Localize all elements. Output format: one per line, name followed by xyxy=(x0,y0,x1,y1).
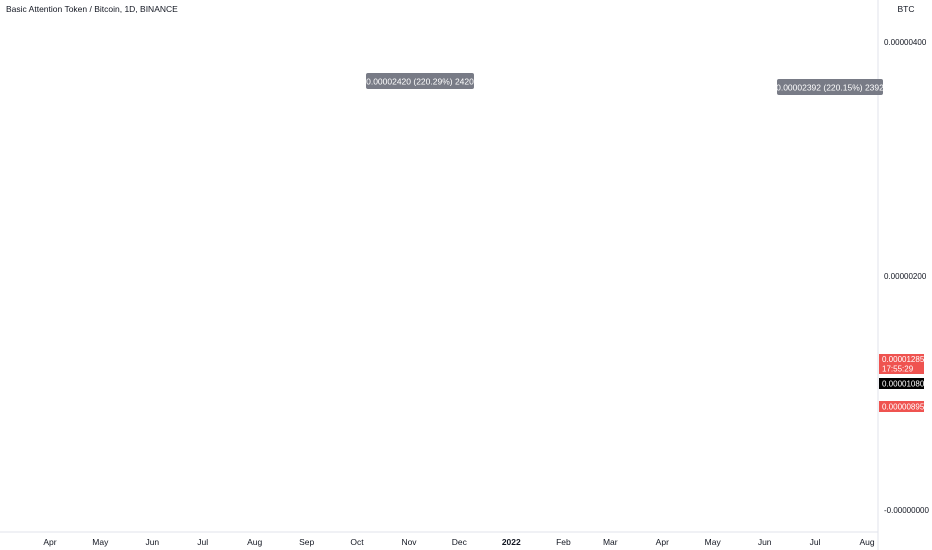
countdown-timer: 17:55:29 xyxy=(882,365,914,374)
resistance-price-tag-bg xyxy=(879,401,924,412)
resistance-price-value: 0.00000895 xyxy=(882,403,925,412)
measure-label-1-text: 0.00002420 (220.29%) 2420 xyxy=(366,77,474,87)
chart-title: Basic Attention Token / Bitcoin, 1D, BIN… xyxy=(6,4,178,14)
x-tick-label: Apr xyxy=(656,537,669,547)
x-tick-label: May xyxy=(92,537,109,547)
x-tick-label: 2022 xyxy=(502,537,521,547)
x-tick-label: Jun xyxy=(758,537,772,547)
x-tick-label: Mar xyxy=(603,537,618,547)
x-tick-label: Apr xyxy=(43,537,56,547)
y-tick-label: 0.00000200 xyxy=(884,272,927,281)
current-price-value: 0.00001285 xyxy=(882,355,925,364)
support-price-value: 0.00001080 xyxy=(882,380,925,389)
x-tick-label: Jun xyxy=(145,537,159,547)
resistance-price-tag: 0.00000895 xyxy=(879,401,925,412)
x-tick-label: Jul xyxy=(810,537,821,547)
x-tick-label: Oct xyxy=(350,537,364,547)
y-tick-label: -0.00000000 xyxy=(884,506,929,515)
x-tick-label: Jul xyxy=(197,537,208,547)
measure-label-2-text: 0.00002392 (220.15%) 2392 xyxy=(776,83,884,93)
x-tick-label: Sep xyxy=(299,537,314,547)
x-tick-label: Feb xyxy=(556,537,571,547)
y-axis-ticks: 0.000042000.000040000.000038000.00003600… xyxy=(884,38,929,515)
x-tick-label: May xyxy=(705,537,722,547)
support-price-tag: 0.00001080 xyxy=(879,378,925,389)
y-tick-label: 0.00000400 xyxy=(884,38,927,47)
measure-label-2[interactable]: 0.00002392 (220.15%) 2392 xyxy=(776,79,884,95)
measure-label-1[interactable]: 0.00002420 (220.29%) 2420 xyxy=(366,73,474,89)
current-price-tag-bg xyxy=(879,354,924,374)
y-axis-unit: BTC xyxy=(898,4,915,14)
measure-label-2-bg xyxy=(777,79,883,95)
measure-label-1-bg xyxy=(366,73,474,89)
x-tick-label: Dec xyxy=(452,537,468,547)
x-tick-label: Nov xyxy=(401,537,417,547)
current-price-tag: 0.00001285 17:55:29 xyxy=(879,354,925,374)
support-price-tag-bg xyxy=(879,378,924,389)
x-tick-label: Aug xyxy=(247,537,262,547)
x-axis-ticks: Apr May Jun Jul Aug Sep Oct Nov Dec 2022 Feb Mar Apr… xyxy=(43,537,874,547)
x-tick-label: Aug xyxy=(859,537,874,547)
